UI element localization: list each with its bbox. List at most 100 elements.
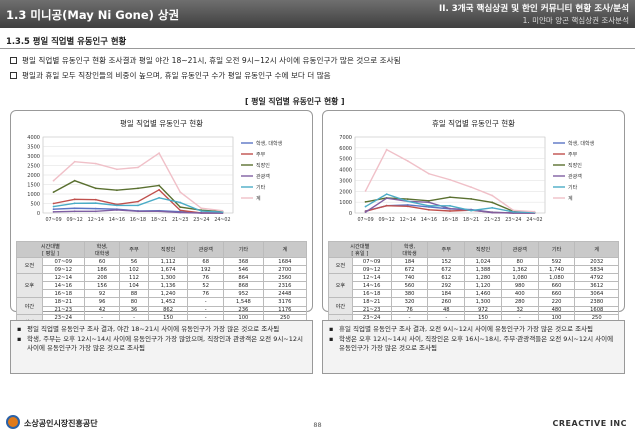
table-cell: 1608 (574, 305, 619, 315)
data-point (364, 205, 367, 208)
data-point (512, 209, 515, 212)
header-left-title: 1.3 미니공(May Ni Gone) 상권 (6, 8, 180, 22)
table-cell: 16~18 (41, 289, 85, 299)
x-tick-label: 18~21 (151, 217, 167, 223)
table-row: 09~12 186 102 1,674 192 546 2700 (17, 265, 308, 275)
data-point (221, 211, 224, 213)
data-point (221, 209, 224, 212)
table-cell: 184 (427, 289, 466, 299)
table-row: 오전 07~09 184 152 1,024 80 592 2032 (328, 256, 619, 275)
figure-caption: [ 평일 직업별 유동인구 현황 ] (245, 97, 345, 106)
y-tick-label: 3500 (27, 145, 40, 151)
x-tick-label: 16~18 (442, 217, 458, 223)
table-cell: 2316 (262, 281, 308, 291)
y-tick-label: 6000 (339, 146, 352, 152)
data-point (94, 210, 97, 213)
legend-label: 학생, 대학생 (568, 140, 595, 147)
data-point (158, 184, 161, 187)
table-cell: 1,240 (147, 289, 189, 299)
table-cell: 1,674 (147, 265, 189, 275)
data-point (427, 172, 430, 175)
holiday-panel: 휴일 직업별 유동인구 현황 0 1000 2000 3000 4000 5000 6000… (322, 110, 625, 312)
table-cell: 52 (187, 281, 224, 291)
data-point (52, 179, 55, 182)
table-cell: 오후 (16, 273, 43, 299)
data-point (52, 208, 55, 211)
table-cell: 1,280 (464, 273, 502, 283)
legend-label: 관광객 (568, 173, 582, 180)
data-point (470, 197, 473, 200)
data-point (364, 200, 367, 203)
table-cell: 320 (390, 297, 429, 307)
table-header-cell: 직장인 (147, 241, 189, 258)
table-header-cell: 계 (262, 241, 308, 258)
table-cell: 260 (427, 297, 466, 307)
table-cell: 740 (390, 273, 429, 283)
table-cell: 280 (500, 297, 539, 307)
table-cell: 21~23 (41, 305, 85, 315)
table-row: 야간 18~21 320 260 1,300 280 220 2380 (328, 297, 619, 315)
table-cell: 112 (119, 273, 149, 283)
table-cell: 76 (390, 305, 429, 315)
data-point (179, 209, 182, 212)
x-tick-label: 09~12 (67, 217, 83, 223)
table-cell: 2032 (574, 256, 619, 267)
table-cell: 1,300 (147, 273, 189, 283)
table-cell: 972 (464, 305, 502, 315)
table-cell: 3176 (262, 297, 308, 307)
table-cell: 1,024 (464, 256, 502, 267)
weekday-line-chart: 0 500 1000 1500 2000 2500 3000 3500 4000 07~09 09~… (27, 135, 282, 223)
table-cell: 92 (83, 289, 121, 299)
table-header-row: 시간대별 [ 평일 ] 학생, 대학생 주부 직장인 관광객 기타 계 (16, 241, 308, 258)
table-row: 야간 18~21 96 80 1,452-1,548 3176 (16, 297, 308, 315)
table-row: 16~18 380 184 1,460 400 660 3064 (329, 289, 619, 299)
data-point (364, 211, 367, 214)
footer-brand: CREACTIVE INC (552, 419, 627, 428)
data-point (406, 160, 409, 162)
table-cell: 868 (222, 281, 264, 291)
holiday-line-chart: 0 1000 2000 3000 4000 5000 6000 7000 07~09 09~12 1… (339, 135, 595, 223)
data-point (200, 210, 203, 212)
data-point (364, 190, 367, 192)
table-cell: 2448 (262, 289, 308, 299)
table-cell: 236 (222, 305, 264, 315)
table-cell: 1,388 (464, 265, 502, 275)
y-tick-label: 1000 (27, 192, 40, 198)
plot-area (354, 136, 546, 214)
table-header-cell: 시간대별 [ 휴일 ] (328, 241, 392, 258)
x-tick-label: 14~16 (421, 217, 437, 223)
square-bullet-icon (10, 72, 17, 79)
table-cell: 오전 (328, 256, 353, 275)
data-point (385, 193, 388, 196)
table-header-cell: 관광객 (187, 241, 224, 258)
x-tick-label: 21~23 (484, 217, 500, 223)
square-bullet-icon (10, 57, 17, 64)
table-cell: 12~14 (41, 273, 85, 283)
table-cell: 660 (537, 289, 576, 299)
section-divider (0, 48, 635, 49)
data-point (385, 204, 388, 207)
table-cell: 156 (83, 281, 121, 291)
table-cell: 48 (427, 305, 466, 315)
y-tick-label: 3000 (27, 154, 40, 160)
weekday-notes: 평일 직업별 유동인구 조사 결과, 야간 18~21시 사이에 유동인구가 가… (10, 320, 313, 374)
data-point (200, 207, 203, 210)
table-cell: 야간 (16, 297, 43, 315)
data-point (449, 207, 451, 210)
data-point (52, 202, 55, 205)
table-row: 오후 12~14 740 612 1,280 1,080 1,080 4792 (328, 273, 619, 299)
data-point (427, 199, 430, 202)
org-logo-icon (6, 415, 20, 429)
data-point (115, 168, 118, 171)
legend-label: 직장인 (568, 162, 582, 169)
table-cell: 220 (537, 297, 576, 307)
table-cell: 546 (222, 265, 264, 275)
data-point (52, 191, 55, 193)
table-header-cell: 직장인 (464, 241, 502, 258)
legend-label: 기타 (568, 184, 578, 191)
y-tick-label: 2500 (27, 164, 40, 170)
table-cell: 672 (427, 265, 466, 275)
table-cell: 292 (427, 281, 466, 291)
data-point (137, 187, 139, 190)
table-cell: 12~14 (351, 273, 392, 283)
